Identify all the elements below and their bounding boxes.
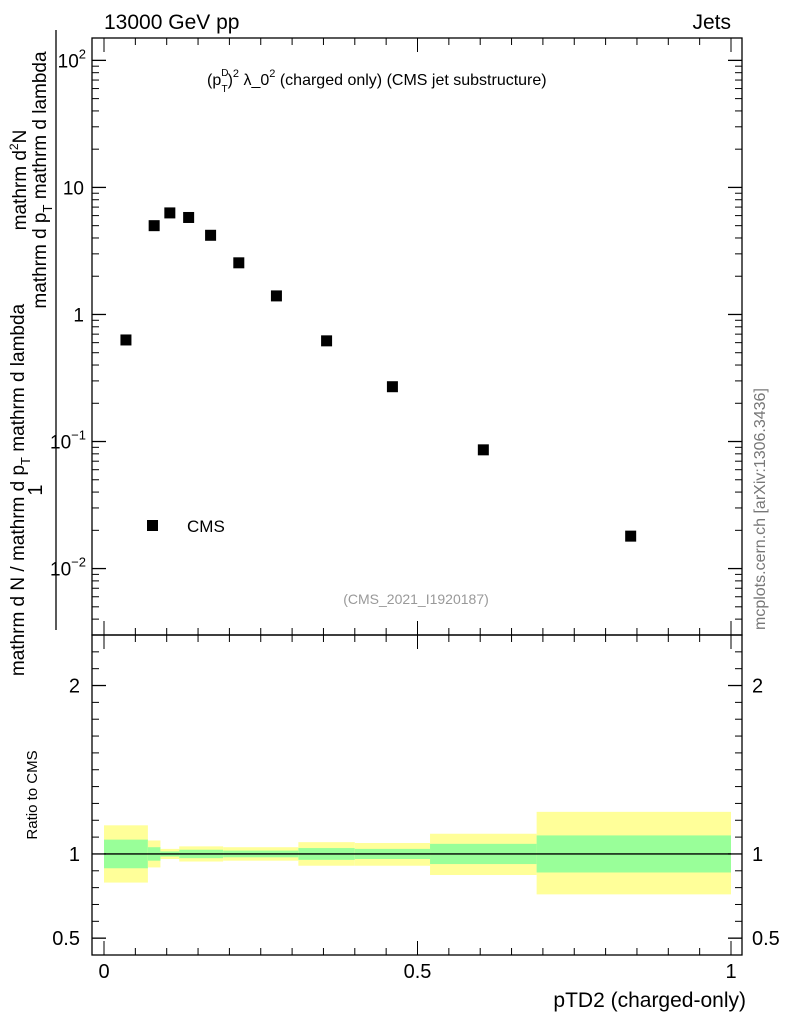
main-y-tick-label: 102 bbox=[58, 46, 86, 72]
ratio-y-label: Ratio to CMS bbox=[24, 750, 41, 839]
main-y-tick-label: 10 bbox=[63, 178, 84, 199]
legend-label: CMS bbox=[187, 517, 225, 536]
ratio-x-tick-label: 0.5 bbox=[404, 961, 432, 983]
ratio-y-tick-label-right: 1 bbox=[752, 844, 763, 866]
y-axis-label-numerator-bottom: mathrm d pT mathrm d lambda bbox=[30, 51, 55, 309]
collision-label: 13000 GeV pp bbox=[104, 11, 239, 34]
main-y-tick-label: 1 bbox=[73, 305, 84, 326]
ratio-bands bbox=[104, 811, 731, 895]
legend: CMS bbox=[147, 517, 225, 536]
main-ticks: 10−2 10−1 1 10 102 bbox=[50, 38, 742, 636]
side-label: mcplots.cern.ch [arXiv:1306.3436] bbox=[752, 388, 769, 630]
data-point bbox=[205, 229, 217, 241]
ratio-ticks: 0.5 0.5 1 1 2 2 0 0.5 1 bbox=[52, 635, 780, 983]
data-point bbox=[477, 444, 489, 456]
main-y-tick-label: 10−1 bbox=[50, 428, 86, 454]
y-label-numerator-bottom: mathrm d pT mathrm d lambda bbox=[30, 51, 55, 309]
ratio-y-tick-label-right: 2 bbox=[752, 676, 763, 698]
ratio-x-tick-label: 1 bbox=[725, 961, 736, 983]
data-points bbox=[120, 207, 637, 542]
data-point bbox=[120, 334, 132, 346]
data-point bbox=[386, 381, 398, 393]
data-point bbox=[183, 211, 195, 223]
y-axis-label: 1 mathrm d N / mathrm d pT mathrm d lamb… bbox=[8, 30, 57, 676]
process-label: Jets bbox=[692, 11, 731, 34]
main-panel: 10−2 10−1 1 10 102 bbox=[50, 37, 743, 636]
data-point bbox=[625, 530, 637, 542]
x-axis-label: pTD2 (charged-only) bbox=[553, 989, 746, 1012]
ratio-x-tick-label: 0 bbox=[98, 961, 109, 983]
main-y-tick-label: 10−2 bbox=[50, 555, 86, 581]
main-frame bbox=[91, 37, 743, 636]
ratio-y-tick-label: 0.5 bbox=[52, 928, 80, 950]
legend-marker bbox=[147, 520, 158, 531]
y-axis-label-numerator: mathrm d2N bbox=[7, 130, 31, 231]
y-label-denominator: mathrm d N / mathrm d pT mathrm d lambda bbox=[8, 303, 33, 676]
plot-title: (pD T)2 λ_02 (charged only) (CMS jet subs… bbox=[207, 68, 547, 95]
ratio-y-tick-label: 2 bbox=[69, 676, 80, 698]
analysis-id: (CMS_2021_I1920187) bbox=[343, 591, 489, 607]
data-point bbox=[233, 257, 245, 269]
ratio-y-tick-label-right: 0.5 bbox=[752, 928, 780, 950]
data-point bbox=[321, 335, 333, 347]
ratio-y-tick-label: 1 bbox=[69, 844, 80, 866]
data-point bbox=[270, 290, 282, 302]
data-point bbox=[148, 220, 160, 232]
y-label-numerator-top: mathrm d2N bbox=[7, 130, 31, 231]
data-point bbox=[164, 207, 176, 219]
ratio-frame bbox=[91, 634, 743, 956]
ratio-panel: 0.5 0.5 1 1 2 2 0 0.5 1 bbox=[52, 634, 780, 983]
y-label-one: 1 bbox=[25, 484, 47, 495]
